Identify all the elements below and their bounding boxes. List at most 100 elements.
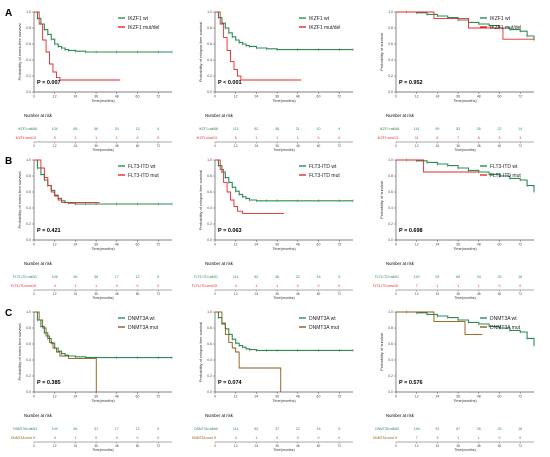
risk-axis-tick-label: 48 xyxy=(477,144,481,148)
risk-count: 3 xyxy=(436,436,438,440)
y-tick-label: 0.0 xyxy=(388,238,393,242)
row-letter-c: C xyxy=(5,308,12,319)
y-tick-label: 0.6 xyxy=(388,342,393,346)
risk-count: 1 xyxy=(436,284,438,288)
risk-count: 9 xyxy=(395,436,397,440)
x-tick-label: 24 xyxy=(254,395,258,399)
x-tick-label: 48 xyxy=(115,95,119,99)
legend-label: IKZF1 wt xyxy=(128,16,149,22)
risk-axis-label: Time(months) xyxy=(454,148,475,152)
risk-count: 16 xyxy=(317,275,321,279)
km-curve-wt xyxy=(34,311,172,359)
risk-count: 16 xyxy=(317,427,321,431)
risk-count: 4 xyxy=(157,127,159,131)
x-axis-label: Time(months) xyxy=(453,399,477,403)
y-tick-label: 0.2 xyxy=(26,74,31,78)
x-tick-label: 36 xyxy=(456,243,460,247)
risk-count: 104 xyxy=(52,127,58,131)
risk-row-name: IKZF1=wt xyxy=(199,127,213,131)
risk-axis-tick-label: 48 xyxy=(296,444,300,448)
legend-label: FLT3-ITD wt xyxy=(128,164,156,170)
x-tick-label: 12 xyxy=(415,243,419,247)
y-axis-label: Probability of survival xyxy=(379,333,384,371)
km-curve-mut xyxy=(34,311,97,392)
risk-count: 1 xyxy=(297,136,299,140)
risk-axis-tick-label: 24 xyxy=(255,144,259,148)
legend-label: FLT3-ITD mut xyxy=(490,173,521,179)
risk-count: 22 xyxy=(296,275,300,279)
risk-count: 36 xyxy=(275,275,279,279)
risk-axis-tick-label: 24 xyxy=(436,444,440,448)
risk-table-title: Number at risk xyxy=(24,113,53,118)
risk-count: 25 xyxy=(498,427,502,431)
risk-row-name: DNMT3A=mut xyxy=(373,436,394,440)
risk-axis-label: Time(months) xyxy=(273,448,294,452)
risk-axis-tick-label: 72 xyxy=(518,144,522,148)
risk-axis-tick-label: 36 xyxy=(275,444,279,448)
y-tick-label: 0.6 xyxy=(388,42,393,46)
risk-count: 141 xyxy=(414,127,420,131)
x-axis-label: Time(months) xyxy=(272,99,296,103)
risk-count: 0 xyxy=(338,136,340,140)
x-tick-label: 48 xyxy=(296,395,300,399)
row-letter-a: A xyxy=(5,8,12,19)
x-tick-label: 60 xyxy=(317,243,321,247)
risk-count: 16 xyxy=(518,427,522,431)
km-panel-c-1: 0.0 0.2 0.4 0.6 0.8 1.0 0 12 24 36 48 60 72 Time(mont… xyxy=(11,310,173,452)
x-tick-label: 48 xyxy=(296,243,300,247)
y-tick-label: 0.6 xyxy=(207,190,212,194)
x-tick-label: 72 xyxy=(337,95,341,99)
p-value: P = 0.007 xyxy=(37,80,61,86)
x-tick-label: 0 xyxy=(395,395,397,399)
risk-row-name: IKZF1=mut xyxy=(378,136,394,140)
risk-row-name: FLT3-ITD=wt xyxy=(194,275,213,279)
y-tick-label: 0.6 xyxy=(26,342,31,346)
y-tick-label: 1.0 xyxy=(207,310,212,314)
risk-row-name: DNMT3A=wt xyxy=(13,427,32,431)
risk-row-name: DNMT3A=mut xyxy=(11,436,32,440)
risk-axis-label: Time(months) xyxy=(92,148,113,152)
risk-count: 17 xyxy=(115,275,119,279)
legend-label: IKZF1 mut/del xyxy=(309,25,340,31)
risk-axis-tick-label: 0 xyxy=(214,292,216,296)
x-axis-label: Time(months) xyxy=(272,247,296,251)
legend-label: DNMT3A wt xyxy=(490,316,517,322)
y-tick-label: 1.0 xyxy=(207,158,212,162)
x-tick-label: 36 xyxy=(94,243,98,247)
risk-table-title: Number at risk xyxy=(205,261,234,266)
risk-axis-tick-label: 12 xyxy=(234,144,238,148)
risk-axis-tick-label: 12 xyxy=(415,444,419,448)
legend-label: FLT3-ITD wt xyxy=(490,164,518,170)
y-tick-label: 0.4 xyxy=(26,58,31,62)
x-tick-label: 48 xyxy=(115,243,119,247)
y-tick-label: 0.4 xyxy=(207,58,212,62)
risk-count: 1 xyxy=(95,136,97,140)
risk-row-name: DNMT3A=wt xyxy=(375,427,394,431)
risk-count: 7 xyxy=(416,284,418,288)
risk-count: 0 xyxy=(116,436,118,440)
risk-count: 1 xyxy=(74,284,76,288)
risk-count: 114 xyxy=(233,275,239,279)
x-axis-label: Time(months) xyxy=(91,247,115,251)
risk-count: 0 xyxy=(95,436,97,440)
x-tick-label: 12 xyxy=(53,243,57,247)
y-tick-label: 0.0 xyxy=(388,90,393,94)
x-tick-label: 60 xyxy=(136,395,140,399)
legend-label: FLT3-ITD mut xyxy=(128,173,159,179)
risk-count: 1 xyxy=(255,136,257,140)
y-tick-label: 0.2 xyxy=(26,374,31,378)
y-tick-label: 1.0 xyxy=(388,158,393,162)
risk-count: 5 xyxy=(235,136,237,140)
x-tick-label: 72 xyxy=(337,243,341,247)
risk-count: 151 xyxy=(393,275,399,279)
x-tick-label: 72 xyxy=(518,95,522,99)
x-tick-label: 24 xyxy=(73,243,77,247)
risk-count: 0 xyxy=(137,136,139,140)
x-tick-label: 12 xyxy=(234,243,238,247)
y-tick-label: 0.8 xyxy=(207,326,212,330)
risk-axis-tick-label: 48 xyxy=(115,292,119,296)
x-tick-label: 48 xyxy=(477,243,481,247)
risk-count: 38 xyxy=(275,127,279,131)
risk-table-title: Number at risk xyxy=(386,413,415,418)
risk-axis-tick-label: 60 xyxy=(136,292,140,296)
